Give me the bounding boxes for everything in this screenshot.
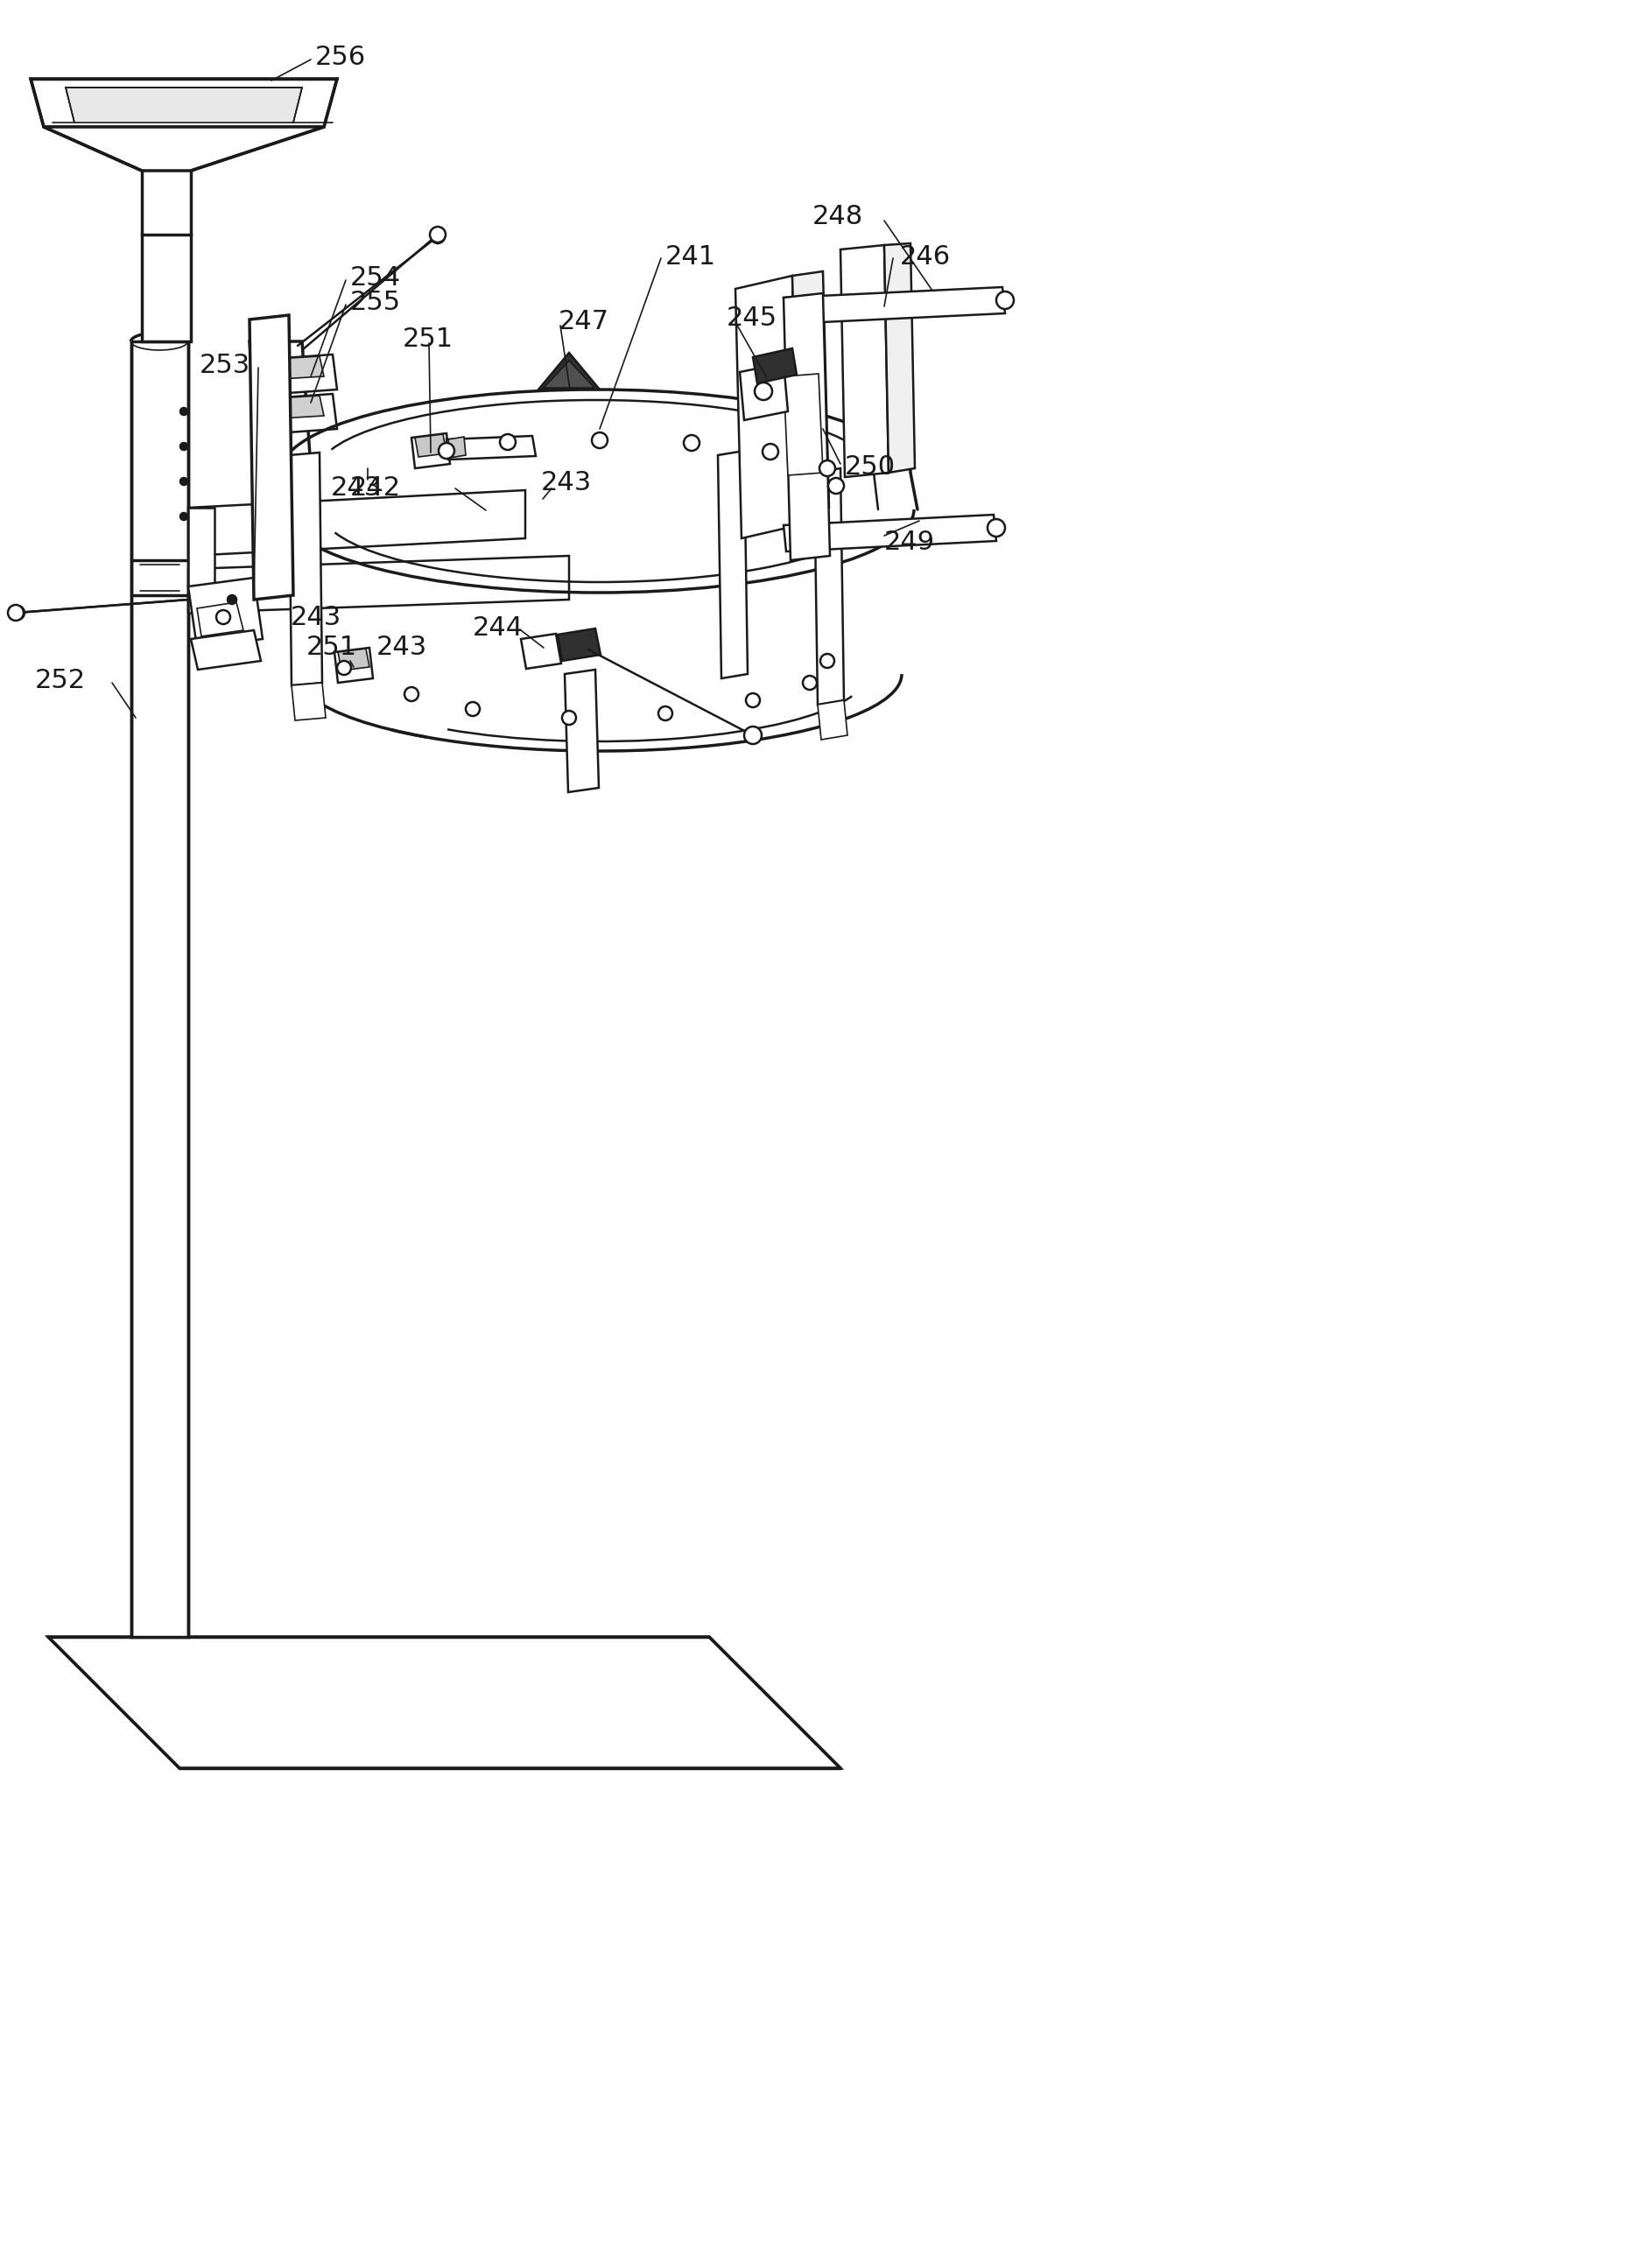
Polygon shape [291, 683, 326, 721]
Circle shape [181, 513, 188, 519]
Polygon shape [735, 277, 798, 538]
Polygon shape [841, 245, 888, 476]
Circle shape [181, 442, 188, 449]
Polygon shape [753, 349, 796, 383]
Text: 251: 251 [403, 327, 454, 352]
Circle shape [684, 435, 699, 451]
Circle shape [227, 594, 237, 603]
Text: 243: 243 [331, 476, 382, 501]
Polygon shape [717, 451, 747, 678]
Circle shape [10, 606, 25, 619]
Polygon shape [558, 628, 600, 660]
Polygon shape [276, 395, 324, 417]
Polygon shape [188, 556, 569, 612]
Text: 244: 244 [472, 615, 523, 640]
Text: 251: 251 [306, 635, 357, 660]
Circle shape [819, 460, 836, 476]
Polygon shape [271, 354, 337, 395]
Polygon shape [564, 669, 599, 792]
Polygon shape [783, 515, 997, 551]
Circle shape [755, 383, 772, 399]
Polygon shape [188, 490, 525, 556]
Circle shape [429, 227, 446, 243]
Polygon shape [818, 701, 847, 739]
Polygon shape [271, 395, 337, 433]
Circle shape [821, 653, 834, 667]
Polygon shape [337, 649, 370, 671]
Circle shape [803, 676, 818, 689]
Polygon shape [44, 127, 324, 170]
Polygon shape [783, 288, 1005, 324]
Polygon shape [543, 361, 594, 388]
Text: 255: 255 [350, 290, 401, 315]
Polygon shape [250, 315, 293, 599]
Circle shape [439, 442, 454, 458]
Circle shape [987, 519, 1005, 538]
Circle shape [827, 479, 844, 494]
Circle shape [563, 710, 576, 726]
Circle shape [431, 229, 444, 243]
Text: 245: 245 [727, 306, 778, 331]
Text: 254: 254 [350, 265, 401, 290]
Circle shape [592, 433, 607, 449]
Polygon shape [783, 374, 822, 476]
Text: 243: 243 [291, 603, 342, 631]
Text: 243: 243 [377, 635, 428, 660]
Polygon shape [411, 433, 451, 467]
Polygon shape [446, 435, 536, 460]
Text: 248: 248 [813, 204, 864, 229]
Text: 256: 256 [316, 43, 367, 70]
Text: 249: 249 [885, 531, 934, 556]
Polygon shape [783, 293, 831, 560]
Circle shape [181, 479, 188, 485]
Text: 246: 246 [900, 243, 951, 270]
Polygon shape [250, 342, 319, 594]
Circle shape [658, 705, 673, 721]
Polygon shape [188, 508, 214, 612]
Polygon shape [31, 79, 337, 127]
Circle shape [744, 726, 762, 744]
Polygon shape [885, 243, 915, 472]
Polygon shape [276, 356, 324, 379]
Polygon shape [538, 354, 600, 390]
Text: 252: 252 [35, 669, 86, 694]
Text: 243: 243 [541, 469, 592, 497]
Text: 241: 241 [665, 243, 716, 270]
Circle shape [405, 687, 418, 701]
Circle shape [500, 433, 515, 449]
Circle shape [466, 703, 480, 717]
Circle shape [215, 610, 230, 624]
Circle shape [763, 445, 778, 460]
Text: 250: 250 [846, 454, 897, 479]
Polygon shape [191, 631, 262, 669]
Polygon shape [447, 438, 466, 458]
Polygon shape [415, 433, 446, 456]
Polygon shape [197, 603, 243, 637]
Polygon shape [48, 1637, 841, 1769]
Polygon shape [132, 342, 188, 1637]
Polygon shape [814, 467, 844, 705]
Polygon shape [188, 578, 263, 649]
Polygon shape [66, 88, 303, 122]
Circle shape [337, 660, 350, 676]
Circle shape [8, 606, 23, 621]
Text: 247: 247 [559, 308, 609, 336]
Circle shape [181, 408, 188, 415]
Polygon shape [793, 272, 829, 526]
Polygon shape [740, 363, 788, 420]
Polygon shape [334, 649, 373, 683]
Polygon shape [141, 234, 191, 342]
Polygon shape [290, 454, 322, 685]
Text: 242: 242 [350, 476, 401, 501]
Text: 253: 253 [199, 354, 250, 379]
Polygon shape [521, 633, 561, 669]
Circle shape [997, 293, 1013, 308]
Circle shape [745, 694, 760, 708]
